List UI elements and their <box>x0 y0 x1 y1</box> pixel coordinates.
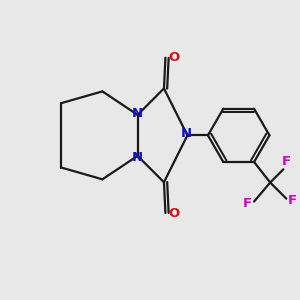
Text: N: N <box>180 128 191 140</box>
Text: O: O <box>168 206 179 220</box>
Text: F: F <box>288 194 297 207</box>
Text: N: N <box>132 151 143 164</box>
Text: F: F <box>282 155 291 169</box>
Text: O: O <box>168 51 179 64</box>
Text: F: F <box>243 196 252 209</box>
Text: N: N <box>132 107 143 120</box>
